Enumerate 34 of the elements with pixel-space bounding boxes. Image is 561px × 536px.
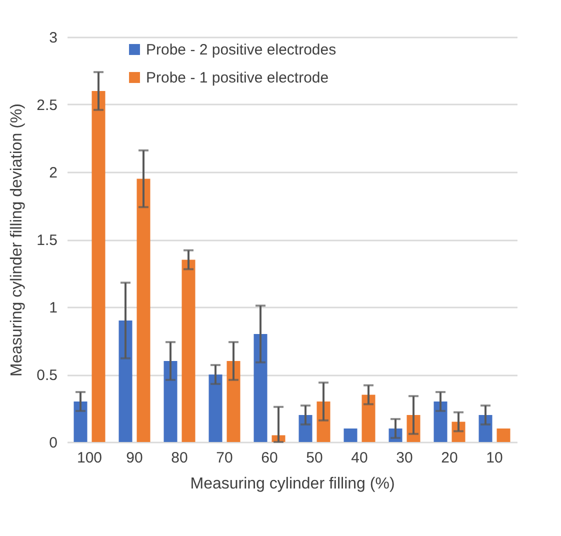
legend-label: Probe - 2 positive electrodes xyxy=(146,42,336,58)
x-tick-label: 50 xyxy=(306,450,323,466)
x-tick-label: 90 xyxy=(126,450,143,466)
y-tick-label: 0 xyxy=(49,434,58,452)
x-tick-label: 70 xyxy=(216,450,233,466)
bar xyxy=(254,334,268,442)
bar xyxy=(434,402,448,442)
bar xyxy=(136,178,150,442)
x-tick-label: 30 xyxy=(396,450,413,466)
x-axis-title: Measuring cylinder filling (%) xyxy=(190,476,395,492)
x-tick-label: 20 xyxy=(441,450,458,466)
y-tick-label: 2.5 xyxy=(36,97,58,114)
bar xyxy=(92,91,106,442)
bar xyxy=(344,428,358,442)
y-tick-label: 2 xyxy=(49,164,58,182)
y-axis-title: Measuring cylinder filling deviation (%) xyxy=(8,103,26,377)
bar xyxy=(496,428,510,442)
y-tick-label: 0.5 xyxy=(36,367,58,384)
y-tick-label: 1.5 xyxy=(36,232,58,249)
bar xyxy=(118,320,132,442)
bar xyxy=(74,402,88,442)
bar xyxy=(226,361,240,442)
x-tick-label: 80 xyxy=(171,450,188,466)
y-tick-label: 1 xyxy=(49,300,58,316)
y-tick-label: 3 xyxy=(49,30,58,46)
x-tick-label: 10 xyxy=(486,450,503,466)
x-tick-label: 100 xyxy=(76,450,102,466)
bar xyxy=(362,394,376,442)
bar xyxy=(182,260,196,442)
legend-label: Probe - 1 positive electrode xyxy=(146,70,329,86)
x-tick-label: 40 xyxy=(351,450,368,466)
bar xyxy=(208,374,222,442)
bar xyxy=(164,361,178,442)
x-tick-label: 60 xyxy=(261,450,278,466)
